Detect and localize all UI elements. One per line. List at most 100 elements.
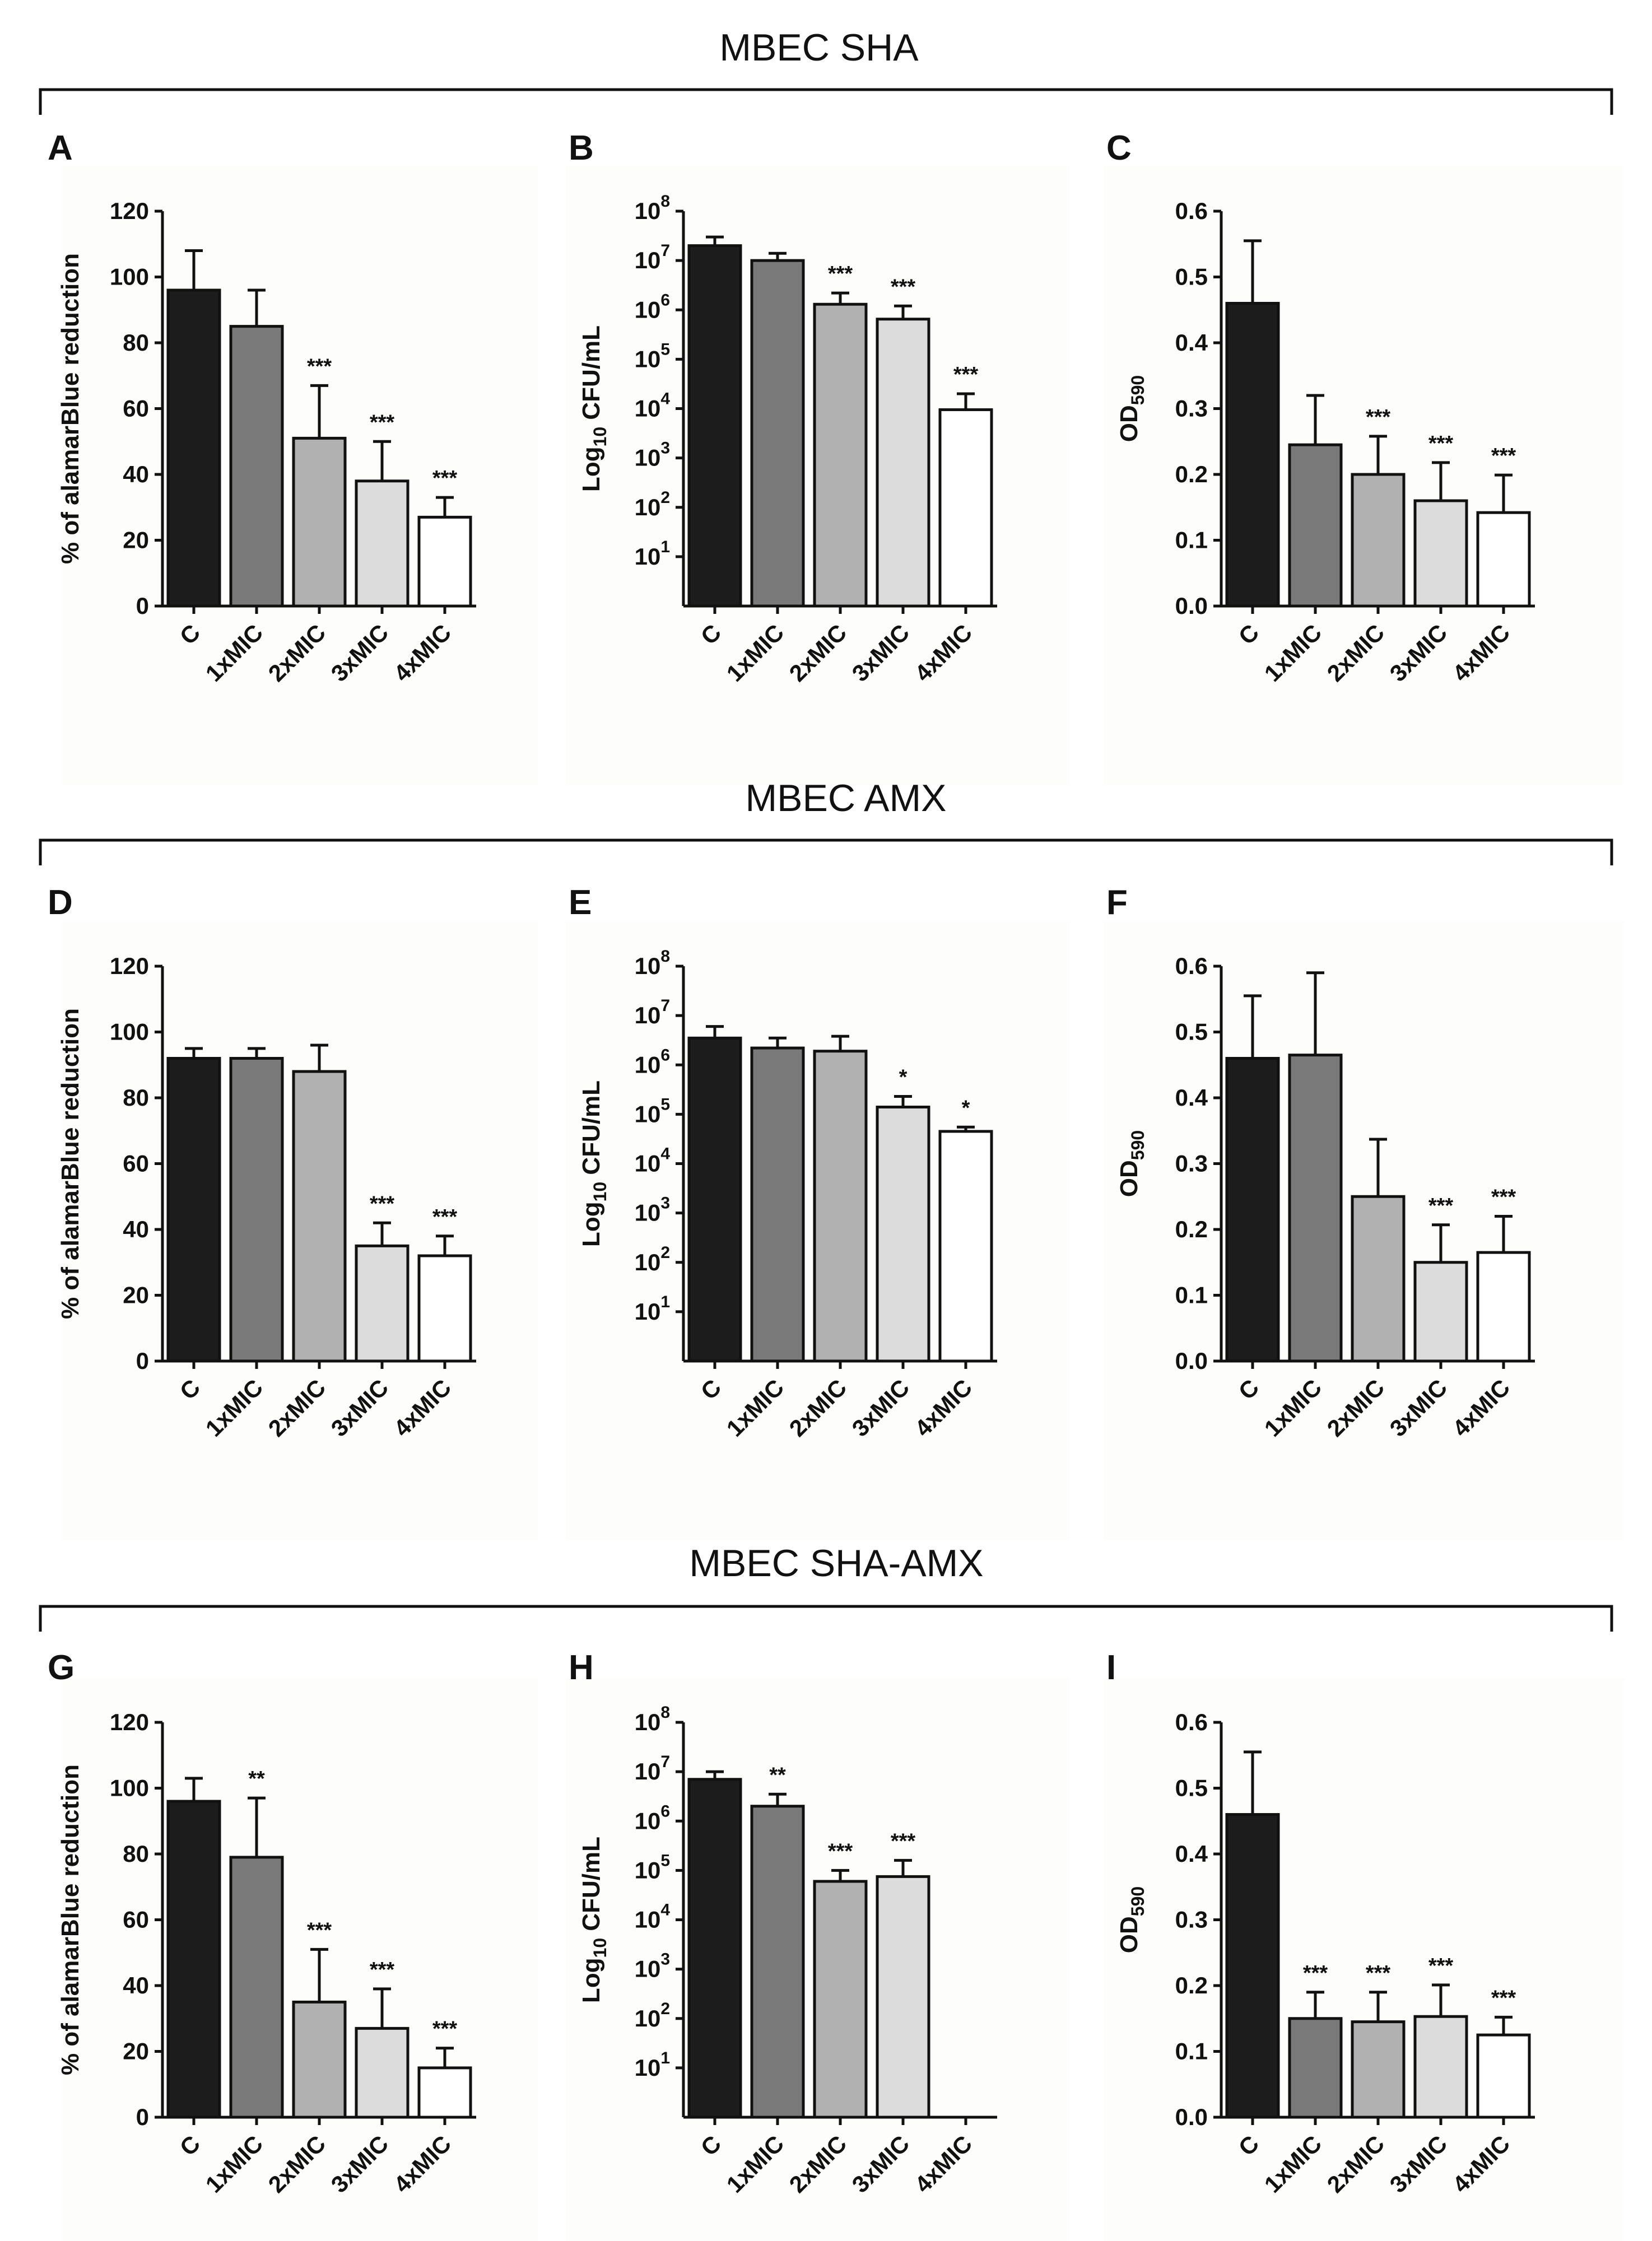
panel-bg-i xyxy=(1104,1678,1625,2241)
bar-c-4xmic xyxy=(1476,511,1531,608)
bar-d-2xmic xyxy=(292,1070,347,1363)
y-tick-label-c: 0.2 xyxy=(1175,461,1208,487)
significance-label-c: *** xyxy=(1491,444,1516,468)
y-tick-label-g: 0 xyxy=(136,2104,149,2130)
y-tick-label-a: 0 xyxy=(136,593,149,619)
group-title-amx: MBEC AMX xyxy=(746,777,947,819)
y-tick-label-a: 100 xyxy=(110,264,149,290)
y-axis-label-h: Log10 CFU/mL xyxy=(578,1837,610,2003)
bar-e-c xyxy=(687,1036,742,1363)
bar-h-c xyxy=(687,1778,742,2119)
significance-label-g: *** xyxy=(307,1918,332,1942)
y-tick-label-a: 60 xyxy=(123,395,149,422)
bar-e-4xmic xyxy=(938,1130,993,1363)
y-tick-label-f: 0.0 xyxy=(1175,1348,1208,1374)
bar-b-1xmic xyxy=(750,259,805,608)
y-tick-label-d: 100 xyxy=(110,1019,149,1045)
bar-i-c xyxy=(1225,1813,1280,2119)
y-tick-label-i: 0.5 xyxy=(1175,1775,1208,1801)
y-tick-label-c: 0.6 xyxy=(1175,198,1208,224)
group-title-sha-amx: MBEC SHA-AMX xyxy=(689,1542,983,1585)
bar-c-c xyxy=(1225,302,1280,608)
group-bracket-amx xyxy=(39,838,1613,865)
significance-label-g: *** xyxy=(370,1958,395,1982)
bar-a-2xmic xyxy=(292,436,347,608)
significance-label-b: *** xyxy=(828,262,853,286)
group-bracket-sha-amx xyxy=(39,1605,1613,1632)
y-tick-label-i: 0.3 xyxy=(1175,1907,1208,1933)
significance-label-f: *** xyxy=(1491,1186,1516,1209)
bar-i-4xmic xyxy=(1476,2033,1531,2119)
y-tick-label-g: 120 xyxy=(110,1709,149,1735)
y-axis-label-e: Log10 CFU/mL xyxy=(578,1080,610,1247)
panel-letter-b: B xyxy=(569,129,594,167)
group-bracket-sha xyxy=(39,88,1613,115)
y-tick-label-b: 107 xyxy=(635,241,670,273)
y-tick-label-f: 0.3 xyxy=(1175,1150,1208,1177)
y-tick-label-i: 0.1 xyxy=(1175,2038,1208,2065)
bar-e-1xmic xyxy=(750,1046,805,1363)
significance-label-g: ** xyxy=(248,1767,265,1791)
significance-label-h: *** xyxy=(891,1829,916,1853)
chart-panel-c: C0.00.10.20.30.40.50.6OD590C1xMIC***2xMI… xyxy=(1106,129,1535,687)
bar-h-2xmic xyxy=(813,1880,868,2119)
significance-label-a: *** xyxy=(307,355,332,378)
y-tick-label-i: 0.6 xyxy=(1175,1709,1208,1735)
panel-letter-e: E xyxy=(569,883,592,922)
significance-label-i: *** xyxy=(1491,1986,1516,2010)
bar-f-2xmic xyxy=(1351,1195,1406,1363)
y-axis-label-d: % of alamarBlue reduction xyxy=(57,1008,84,1319)
bar-c-2xmic xyxy=(1351,473,1406,608)
significance-label-i: *** xyxy=(1303,1962,1328,1985)
y-tick-label-g: 40 xyxy=(123,1972,149,1998)
significance-label-h: ** xyxy=(769,1763,786,1787)
y-tick-label-b: 108 xyxy=(635,192,670,224)
y-tick-label-i: 0.2 xyxy=(1175,1972,1208,1998)
panel-bg-g xyxy=(62,1678,538,2241)
significance-label-a: *** xyxy=(370,411,395,434)
significance-label-e: * xyxy=(962,1096,970,1120)
y-tick-label-i: 0.4 xyxy=(1175,1841,1208,1867)
bar-b-2xmic xyxy=(813,302,868,608)
panel-letter-h: H xyxy=(569,1648,594,1687)
y-tick-label-g: 80 xyxy=(123,1841,149,1867)
panel-letter-a: A xyxy=(48,129,73,167)
bar-d-c xyxy=(166,1057,221,1363)
y-tick-label-c: 0.0 xyxy=(1175,593,1208,619)
y-tick-label-d: 0 xyxy=(136,1348,149,1374)
y-tick-label-c: 0.1 xyxy=(1175,527,1208,553)
bar-c-1xmic xyxy=(1288,443,1343,608)
y-tick-label-b: 102 xyxy=(635,488,670,520)
bar-h-3xmic xyxy=(876,1875,930,2119)
y-tick-label-d: 40 xyxy=(123,1216,149,1242)
y-tick-label-h: 103 xyxy=(635,1950,670,1982)
y-tick-label-f: 0.6 xyxy=(1175,953,1208,979)
significance-label-g: *** xyxy=(432,2018,458,2041)
y-axis-label-a: % of alamarBlue reduction xyxy=(57,253,84,564)
bar-f-3xmic xyxy=(1413,1261,1468,1363)
panel-letter-d: D xyxy=(48,883,73,922)
y-tick-label-f: 0.1 xyxy=(1175,1282,1208,1308)
significance-label-a: *** xyxy=(432,467,458,490)
bar-c-3xmic xyxy=(1413,499,1468,608)
significance-label-i: *** xyxy=(1366,1962,1391,1985)
bar-d-3xmic xyxy=(355,1244,409,1363)
bar-b-c xyxy=(687,244,742,608)
y-tick-label-c: 0.4 xyxy=(1175,329,1208,356)
panel-letter-i: I xyxy=(1106,1648,1116,1687)
panel-letter-g: G xyxy=(48,1648,75,1687)
y-tick-label-g: 100 xyxy=(110,1775,149,1801)
bar-f-1xmic xyxy=(1288,1054,1343,1363)
y-tick-label-a: 40 xyxy=(123,461,149,487)
significance-label-b: *** xyxy=(953,363,979,386)
bar-e-3xmic xyxy=(876,1105,930,1363)
bar-i-2xmic xyxy=(1351,2020,1406,2119)
bar-g-1xmic xyxy=(229,1856,284,2119)
y-axis-label-g: % of alamarBlue reduction xyxy=(57,1764,84,2075)
panel-letter-c: C xyxy=(1106,129,1132,167)
bar-g-4xmic xyxy=(417,2066,472,2119)
y-tick-label-h: 106 xyxy=(635,1802,670,1834)
y-tick-label-g: 20 xyxy=(123,2038,149,2065)
